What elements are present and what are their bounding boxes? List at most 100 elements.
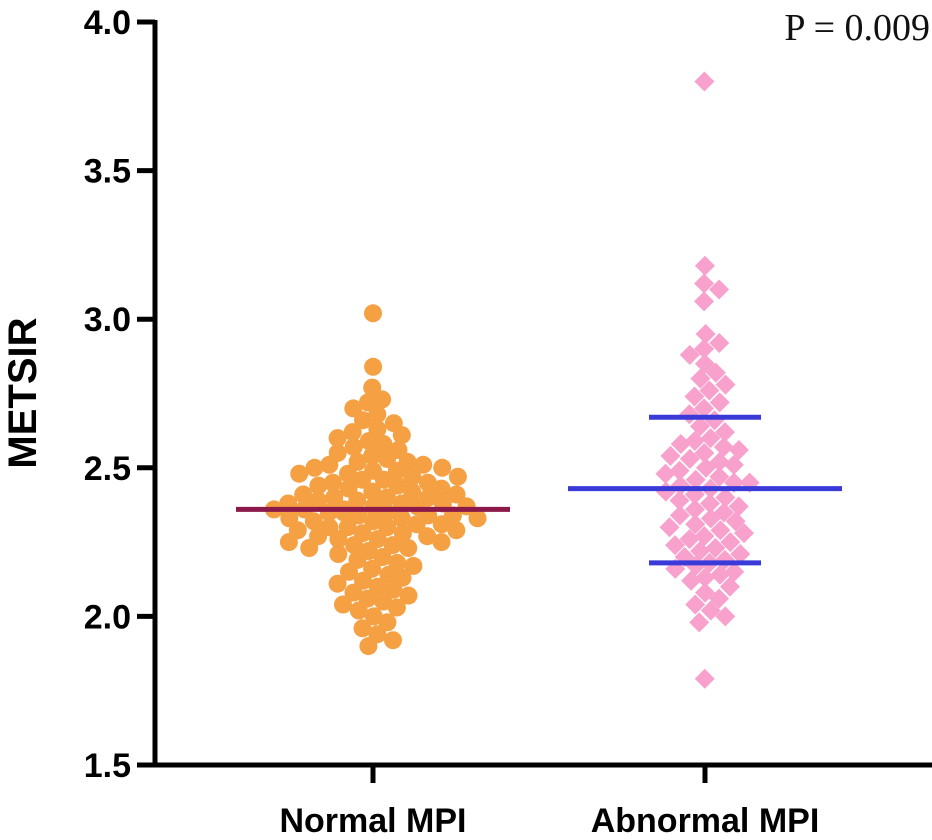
data-point-normal-mpi bbox=[345, 536, 364, 555]
data-point-abnormal-mpi bbox=[685, 594, 706, 615]
data-point-normal-mpi bbox=[305, 458, 324, 477]
data-point-abnormal-mpi bbox=[694, 255, 715, 276]
data-point-normal-mpi bbox=[447, 521, 466, 540]
data-point-normal-mpi bbox=[340, 562, 358, 581]
data-point-normal-mpi bbox=[399, 586, 418, 605]
data-point-abnormal-mpi bbox=[724, 561, 745, 582]
data-point-normal-mpi bbox=[447, 485, 466, 504]
data-point-normal-mpi bbox=[432, 515, 451, 534]
data-point-normal-mpi bbox=[344, 583, 363, 602]
data-point-normal-mpi bbox=[384, 580, 403, 599]
data-point-normal-mpi bbox=[432, 533, 451, 552]
data-point-normal-mpi bbox=[363, 482, 382, 501]
data-point-normal-mpi bbox=[328, 429, 347, 448]
data-point-abnormal-mpi bbox=[694, 668, 715, 689]
data-point-normal-mpi bbox=[329, 530, 348, 549]
data-point-normal-mpi bbox=[383, 536, 402, 555]
data-point-normal-mpi bbox=[364, 304, 382, 323]
data-point-normal-mpi bbox=[378, 613, 397, 632]
data-point-normal-mpi bbox=[448, 467, 467, 486]
p-value-annotation: P = 0.009 bbox=[784, 7, 930, 49]
data-point-abnormal-mpi bbox=[709, 392, 730, 413]
data-point-normal-mpi bbox=[433, 458, 452, 477]
y-tick-label: 2.0 bbox=[84, 598, 131, 636]
data-point-normal-mpi bbox=[373, 548, 392, 566]
data-point-abnormal-mpi bbox=[714, 422, 735, 443]
data-point-normal-mpi bbox=[329, 545, 348, 563]
data-point-abnormal-mpi bbox=[700, 428, 721, 449]
data-point-abnormal-mpi bbox=[669, 505, 690, 526]
data-point-abnormal-mpi bbox=[669, 490, 690, 511]
data-point-normal-mpi bbox=[403, 467, 422, 486]
data-point-normal-mpi bbox=[387, 598, 406, 617]
data-point-abnormal-mpi bbox=[681, 570, 702, 591]
data-point-abnormal-mpi bbox=[684, 386, 705, 407]
data-point-normal-mpi bbox=[387, 461, 406, 480]
data-point-abnormal-mpi bbox=[695, 324, 716, 345]
data-point-normal-mpi bbox=[363, 378, 382, 397]
data-point-abnormal-mpi bbox=[689, 612, 710, 633]
y-tick-label: 1.5 bbox=[84, 747, 131, 785]
data-point-abnormal-mpi bbox=[690, 368, 711, 389]
data-point-normal-mpi bbox=[364, 607, 383, 626]
data-point-normal-mpi bbox=[418, 473, 437, 492]
data-point-abnormal-mpi bbox=[694, 338, 715, 359]
data-point-normal-mpi bbox=[279, 533, 298, 552]
data-point-abnormal-mpi bbox=[710, 520, 731, 541]
data-point-abnormal-mpi bbox=[679, 529, 700, 550]
data-point-normal-mpi bbox=[373, 390, 392, 409]
data-point-normal-mpi bbox=[304, 512, 323, 531]
data-point-normal-mpi bbox=[309, 476, 328, 495]
data-point-abnormal-mpi bbox=[709, 588, 730, 609]
x-category-label: Normal MPI bbox=[279, 802, 466, 840]
data-point-abnormal-mpi bbox=[695, 457, 716, 478]
data-point-abnormal-mpi bbox=[694, 291, 715, 312]
data-point-abnormal-mpi bbox=[694, 71, 715, 92]
data-point-normal-mpi bbox=[414, 455, 433, 474]
data-point-abnormal-mpi bbox=[679, 448, 700, 469]
data-point-abnormal-mpi bbox=[705, 538, 726, 559]
data-point-normal-mpi bbox=[325, 488, 344, 507]
data-point-normal-mpi bbox=[378, 488, 397, 507]
data-point-normal-mpi bbox=[354, 411, 372, 430]
data-point-normal-mpi bbox=[309, 491, 327, 510]
data-point-normal-mpi bbox=[339, 464, 357, 483]
x-category-label: Abnormal MPI bbox=[591, 802, 820, 840]
data-point-normal-mpi bbox=[374, 592, 393, 611]
data-point-abnormal-mpi bbox=[690, 416, 711, 437]
data-point-normal-mpi bbox=[392, 509, 411, 528]
data-point-abnormal-mpi bbox=[734, 523, 755, 544]
y-axis-title: METSIR bbox=[1, 317, 45, 468]
data-point-normal-mpi bbox=[432, 479, 451, 498]
data-point-normal-mpi bbox=[403, 482, 422, 501]
data-point-abnormal-mpi bbox=[670, 434, 691, 455]
data-point-normal-mpi bbox=[353, 470, 372, 489]
data-point-abnormal-mpi bbox=[710, 564, 731, 585]
data-point-abnormal-mpi bbox=[700, 508, 721, 529]
data-point-abnormal-mpi bbox=[715, 487, 736, 508]
data-point-normal-mpi bbox=[378, 449, 397, 468]
data-point-abnormal-mpi bbox=[713, 436, 734, 457]
data-point-normal-mpi bbox=[364, 512, 383, 531]
data-point-abnormal-mpi bbox=[685, 514, 706, 535]
data-point-abnormal-mpi bbox=[694, 567, 715, 588]
y-tick-label: 3.5 bbox=[84, 153, 131, 191]
data-point-abnormal-mpi bbox=[709, 332, 730, 353]
data-point-abnormal-mpi bbox=[694, 526, 715, 547]
data-point-normal-mpi bbox=[328, 574, 347, 593]
data-point-abnormal-mpi bbox=[709, 466, 730, 487]
data-point-abnormal-mpi bbox=[715, 374, 736, 395]
data-point-abnormal-mpi bbox=[694, 273, 715, 294]
data-point-abnormal-mpi bbox=[660, 445, 681, 466]
data-point-normal-mpi bbox=[468, 509, 487, 528]
y-tick-label: 4.0 bbox=[84, 4, 131, 42]
data-point-abnormal-mpi bbox=[699, 380, 720, 401]
data-point-abnormal-mpi bbox=[655, 463, 676, 484]
data-point-normal-mpi bbox=[290, 464, 309, 483]
data-point-abnormal-mpi bbox=[690, 541, 711, 562]
data-point-abnormal-mpi bbox=[705, 362, 726, 383]
data-point-normal-mpi bbox=[344, 438, 363, 456]
data-point-normal-mpi bbox=[359, 637, 378, 656]
data-point-normal-mpi bbox=[404, 556, 423, 575]
